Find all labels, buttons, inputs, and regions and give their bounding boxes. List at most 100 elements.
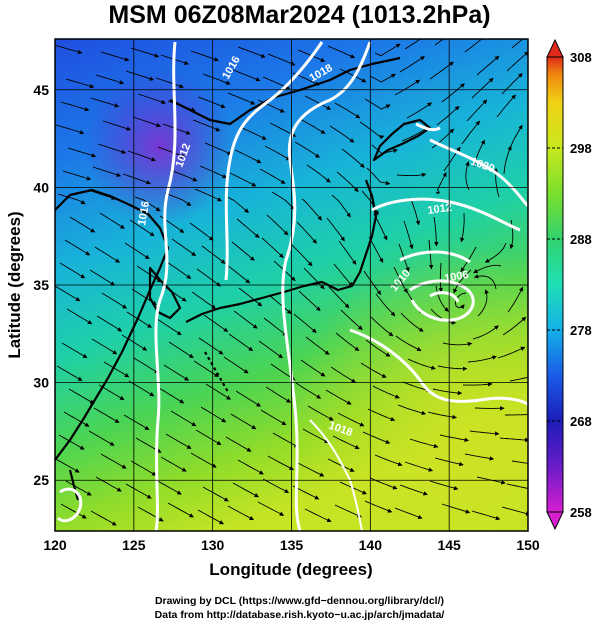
streamline [95, 476, 122, 492]
streamline [123, 414, 150, 430]
streamline [200, 406, 227, 423]
streamline [341, 148, 365, 168]
x-tick-label: 130 [201, 537, 225, 553]
streamline [259, 168, 286, 184]
colorbar-ticks: 258 268 278 288 298 308 [547, 50, 592, 520]
streamline [261, 237, 284, 259]
streamline [223, 356, 249, 374]
isobar-7 [429, 291, 460, 303]
streamline [60, 503, 87, 519]
streamline [511, 460, 528, 464]
isobar-10 [56, 487, 83, 523]
streamline [476, 55, 500, 76]
streamline [204, 142, 233, 155]
streamline [473, 139, 485, 168]
streamline [373, 213, 388, 241]
streamline [362, 431, 391, 444]
streamline [66, 308, 93, 325]
streamline [137, 506, 164, 522]
streamline [464, 39, 483, 53]
colorbar-tick-label: 268 [570, 414, 592, 429]
streamline [304, 95, 332, 110]
streamline [454, 292, 467, 310]
streamline [124, 242, 150, 260]
streamline [125, 70, 155, 81]
streamline [326, 217, 345, 242]
streamline [69, 216, 96, 233]
streamline [400, 312, 424, 332]
streamline [87, 189, 117, 200]
streamline [503, 145, 512, 175]
streamline [133, 357, 160, 374]
streamline [428, 239, 434, 270]
credit-drawing: Drawing by DCL (https://www.gfd−dennou.o… [154, 595, 445, 607]
streamline [441, 503, 471, 514]
coast-ryukyu [204, 351, 229, 393]
isobar-9 [429, 138, 528, 208]
streamline [403, 220, 414, 250]
streamline [464, 453, 495, 461]
isobar-6 [409, 279, 475, 322]
streamline [136, 265, 162, 283]
contour-label: 1016 [136, 200, 152, 226]
streamline [407, 358, 436, 370]
streamline [462, 382, 493, 387]
streamline [264, 145, 291, 161]
streamline [460, 212, 465, 243]
contour-label: 1006 [443, 269, 469, 285]
streamline [401, 127, 429, 142]
streamline [467, 355, 497, 363]
streamline [228, 333, 254, 352]
isobar-4 [371, 197, 521, 232]
streamline [397, 404, 427, 416]
streamline [98, 384, 125, 401]
streamline [158, 387, 185, 404]
streamline [225, 436, 252, 452]
streamline [130, 460, 157, 476]
streamline [337, 412, 365, 427]
streamline [453, 269, 472, 294]
streamline [461, 120, 481, 145]
streamline [431, 128, 455, 149]
streamline [432, 388, 463, 396]
streamline [506, 51, 528, 72]
streamline [55, 458, 80, 473]
streamline [63, 411, 90, 427]
streamline [465, 161, 470, 191]
streamline [167, 100, 196, 112]
streamline [501, 72, 523, 95]
colorbar-bottom-arrow [546, 511, 564, 531]
streamline [484, 242, 507, 263]
isobar-11 [415, 122, 441, 132]
streamline [57, 193, 86, 205]
streamline [65, 480, 92, 496]
colorbar-tick-label: 278 [570, 323, 592, 338]
y-tick-labels: 25 30 35 40 45 [33, 82, 49, 488]
streamline [262, 478, 290, 493]
coast-japan-hokkaido [372, 118, 432, 162]
streamline [90, 510, 117, 526]
streamline [67, 147, 97, 158]
streamline [197, 509, 224, 525]
colorbar-tick-label: 288 [570, 232, 592, 247]
streamline [334, 504, 362, 518]
streamline [330, 366, 357, 383]
streamline [267, 455, 294, 471]
streamline [471, 510, 501, 521]
streamline [258, 340, 284, 359]
streamline [374, 43, 401, 57]
streamline [396, 172, 427, 178]
streamline [393, 266, 408, 294]
streamline [134, 196, 161, 212]
streamline [430, 308, 457, 325]
streamline [196, 268, 221, 287]
streamline [473, 274, 497, 290]
streamline [137, 93, 167, 105]
streamline [233, 310, 258, 329]
streamline [189, 222, 214, 241]
streamline [160, 456, 187, 472]
streamline [100, 51, 130, 62]
streamline [237, 459, 264, 475]
streamline [130, 47, 160, 58]
